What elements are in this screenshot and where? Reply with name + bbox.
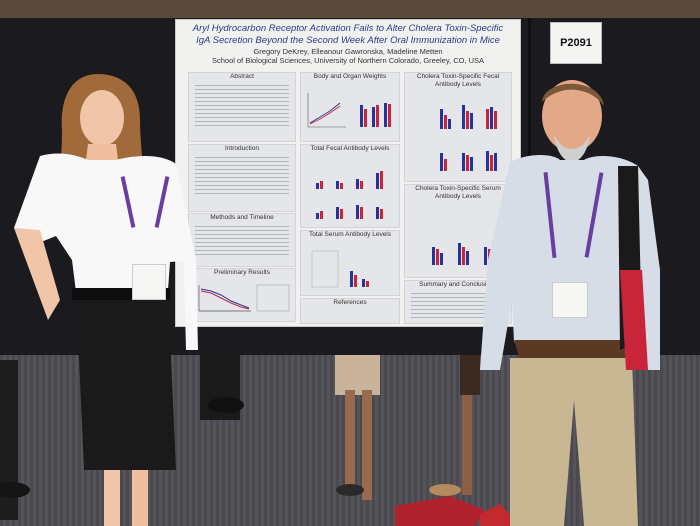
section-heading: Total Fecal Antibody Levels bbox=[310, 145, 390, 152]
section-methods: Methods and Timeline bbox=[188, 213, 296, 267]
weights-plot bbox=[307, 93, 391, 128]
section-heading: Total Serum Antibody Levels bbox=[308, 231, 392, 238]
section-ct-fecal-antibody: Cholera Toxin-Specific Fecal Antibody Le… bbox=[404, 72, 512, 182]
poster-title-line2: IgA Secretion Beyond the Second Week Aft… bbox=[196, 35, 500, 46]
booth-number-sign: P2091 bbox=[550, 22, 602, 64]
section-total-fecal-antibody: Total Fecal Antibody Levels bbox=[300, 144, 400, 228]
poster-affiliation: School of Biological Sciences, Universit… bbox=[211, 56, 485, 65]
presenter-woman bbox=[14, 74, 198, 526]
research-poster: Aryl Hydrocarbon Receptor Activation Fai… bbox=[176, 20, 520, 326]
section-body-organ-weights: Body and Organ Weights bbox=[300, 72, 400, 142]
poster-title: Aryl Hydrocarbon Receptor Activation Fai… bbox=[176, 23, 520, 47]
section-heading: Methods and Timeline bbox=[210, 214, 274, 221]
section-introduction: Introduction bbox=[188, 144, 296, 212]
section-abstract: Abstract bbox=[188, 72, 296, 142]
section-heading-line2: Antibody Levels bbox=[435, 193, 481, 200]
section-heading: Body and Organ Weights bbox=[313, 73, 387, 80]
presenter-man bbox=[480, 80, 660, 526]
name-badge-left bbox=[132, 264, 166, 300]
section-heading: References bbox=[333, 299, 367, 306]
background-crowd bbox=[0, 350, 520, 526]
section-heading: Abstract bbox=[230, 73, 254, 80]
ct-fecal-bar-plots bbox=[440, 105, 497, 171]
serum-bar-plot bbox=[311, 250, 369, 288]
preliminary-plot bbox=[198, 284, 290, 312]
section-heading: Introduction bbox=[225, 145, 259, 152]
back-wall bbox=[0, 0, 700, 18]
name-badge-right bbox=[552, 282, 588, 318]
body-text-lines bbox=[195, 157, 289, 197]
body-text-lines bbox=[195, 85, 289, 126]
section-heading-line2: Antibody Levels bbox=[435, 81, 481, 88]
section-references: References bbox=[300, 298, 400, 324]
section-total-serum-antibody: Total Serum Antibody Levels bbox=[300, 230, 400, 296]
body-text-lines bbox=[195, 226, 289, 258]
section-heading: Preliminary Results bbox=[214, 269, 270, 276]
section-heading: Cholera Toxin-Specific Fecal bbox=[416, 73, 500, 80]
fecal-bar-plots bbox=[316, 171, 383, 219]
section-preliminary-results: Preliminary Results bbox=[188, 268, 296, 322]
poster-header: Aryl Hydrocarbon Receptor Activation Fai… bbox=[176, 20, 520, 78]
section-heading: Summary and Conclusions bbox=[419, 281, 497, 288]
poster-authors: Gregory DeKrey, Elleanour Gawronska, Mad… bbox=[253, 47, 443, 56]
poster-title-line1: Aryl Hydrocarbon Receptor Activation Fai… bbox=[192, 23, 504, 34]
section-heading: Cholera Toxin-Specific Serum bbox=[415, 185, 501, 192]
